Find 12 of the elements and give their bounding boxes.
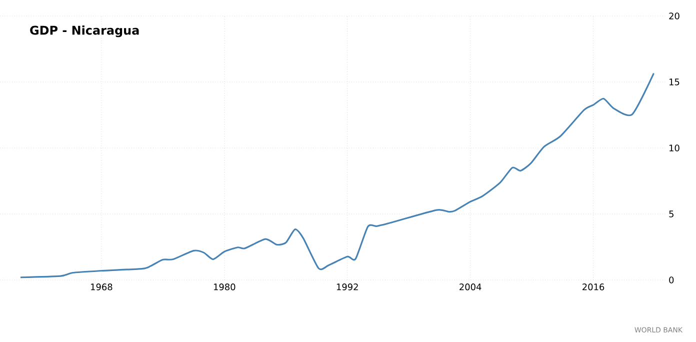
y-tick-label: 0: [669, 276, 674, 284]
y-tick-label: 5: [669, 210, 674, 218]
text: GDP - Nicaragua: [30, 26, 139, 38]
x-tick-label: 1968: [91, 284, 112, 290]
x-tick-label: 2016: [582, 284, 604, 290]
y-tick-label: 15: [670, 78, 680, 86]
y-tick-label: 10: [670, 144, 680, 152]
x-tick-label: 1992: [336, 284, 358, 290]
x-tick-label: 2004: [460, 284, 482, 290]
line-series: [20, 72, 655, 278]
y-tick-label: 20: [669, 12, 680, 20]
x-tick-label: 1980: [214, 284, 236, 290]
